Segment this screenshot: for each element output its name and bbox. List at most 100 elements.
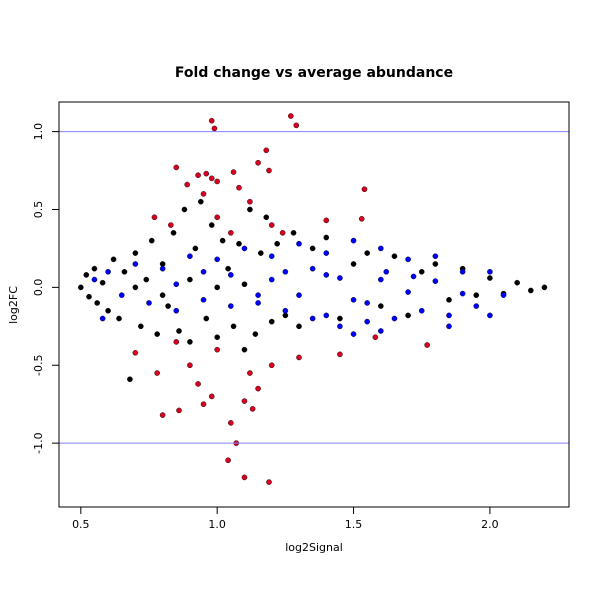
point bbox=[200, 297, 207, 303]
point bbox=[200, 268, 207, 275]
point bbox=[309, 265, 316, 272]
point bbox=[187, 362, 193, 369]
point bbox=[121, 268, 128, 275]
point bbox=[446, 312, 452, 319]
point bbox=[405, 289, 411, 295]
point bbox=[151, 214, 158, 221]
point bbox=[383, 268, 390, 275]
point bbox=[78, 284, 84, 291]
point bbox=[378, 303, 384, 309]
point bbox=[350, 237, 357, 244]
point bbox=[173, 339, 180, 345]
point bbox=[378, 328, 384, 334]
point bbox=[378, 245, 384, 252]
point bbox=[296, 354, 302, 361]
point bbox=[432, 261, 439, 267]
point bbox=[361, 186, 368, 193]
point bbox=[228, 272, 234, 278]
point bbox=[228, 230, 234, 236]
point bbox=[432, 278, 439, 284]
point bbox=[247, 206, 253, 213]
point bbox=[288, 113, 294, 119]
point bbox=[105, 268, 111, 275]
point bbox=[176, 328, 182, 334]
x-tick-label: 1.0 bbox=[208, 518, 226, 531]
point bbox=[203, 315, 210, 322]
point bbox=[173, 281, 180, 288]
point bbox=[105, 307, 111, 314]
point bbox=[296, 240, 302, 247]
point bbox=[165, 303, 171, 309]
point bbox=[268, 253, 275, 260]
point bbox=[132, 284, 139, 291]
point bbox=[208, 117, 215, 124]
point bbox=[225, 265, 231, 272]
point bbox=[268, 318, 275, 325]
point bbox=[132, 250, 139, 256]
point bbox=[230, 169, 237, 175]
point bbox=[528, 287, 534, 294]
point bbox=[211, 125, 218, 132]
point bbox=[323, 312, 330, 319]
point bbox=[364, 250, 370, 256]
point bbox=[473, 303, 480, 309]
point bbox=[446, 297, 452, 303]
point bbox=[200, 401, 207, 407]
point bbox=[132, 261, 139, 267]
point bbox=[255, 300, 261, 306]
point bbox=[214, 178, 220, 185]
point bbox=[263, 214, 270, 221]
point bbox=[337, 275, 343, 281]
chart-title: Fold change vs average abundance bbox=[175, 65, 453, 81]
point bbox=[91, 276, 98, 283]
point bbox=[446, 323, 452, 330]
point bbox=[473, 292, 480, 298]
point bbox=[168, 222, 174, 228]
point bbox=[203, 170, 210, 177]
y-tick-label: -0.5 bbox=[32, 355, 45, 376]
point bbox=[459, 290, 466, 297]
point bbox=[391, 253, 398, 260]
point bbox=[268, 362, 275, 369]
point bbox=[323, 234, 330, 241]
point bbox=[241, 346, 248, 353]
point bbox=[337, 323, 343, 330]
point bbox=[241, 245, 248, 252]
point bbox=[323, 250, 330, 256]
point bbox=[541, 284, 548, 291]
point bbox=[350, 297, 357, 303]
point bbox=[268, 222, 275, 228]
point bbox=[249, 406, 256, 412]
point bbox=[378, 276, 384, 283]
point bbox=[214, 284, 220, 291]
point bbox=[91, 265, 98, 272]
point bbox=[208, 222, 215, 228]
point bbox=[487, 268, 493, 275]
point bbox=[132, 349, 139, 356]
point bbox=[255, 292, 261, 298]
point bbox=[247, 198, 253, 205]
point bbox=[195, 381, 201, 387]
y-tick-label: 0.5 bbox=[32, 201, 45, 219]
point bbox=[116, 315, 122, 322]
point bbox=[214, 346, 220, 353]
x-tick-label: 1.5 bbox=[345, 518, 363, 531]
point bbox=[432, 253, 439, 260]
point bbox=[258, 250, 264, 256]
point bbox=[263, 147, 270, 154]
point bbox=[228, 420, 234, 426]
point bbox=[187, 253, 193, 260]
point bbox=[241, 398, 248, 404]
y-tick-label: 1.0 bbox=[32, 123, 45, 141]
point bbox=[309, 245, 316, 252]
point bbox=[173, 164, 180, 171]
point bbox=[184, 181, 190, 188]
point bbox=[418, 307, 425, 314]
point bbox=[266, 167, 272, 174]
point bbox=[350, 261, 357, 267]
point bbox=[293, 122, 300, 129]
point bbox=[350, 331, 357, 337]
point bbox=[255, 159, 261, 166]
point bbox=[187, 339, 193, 345]
